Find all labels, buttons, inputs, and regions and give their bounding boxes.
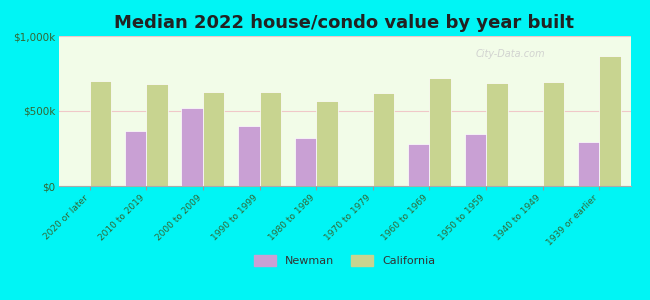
Bar: [408, 144, 430, 186]
Bar: [486, 82, 508, 186]
Title: Median 2022 house/condo value by year built: Median 2022 house/condo value by year bu…: [114, 14, 575, 32]
Bar: [259, 92, 281, 186]
Bar: [578, 142, 599, 186]
Bar: [316, 100, 338, 186]
Bar: [238, 126, 259, 186]
Bar: [543, 82, 564, 186]
Bar: [125, 130, 146, 186]
Bar: [373, 93, 395, 186]
Bar: [465, 134, 486, 186]
Bar: [294, 138, 316, 186]
Bar: [430, 78, 451, 186]
Bar: [203, 92, 224, 186]
Bar: [181, 108, 203, 186]
Text: City-Data.com: City-Data.com: [476, 49, 546, 59]
Bar: [146, 84, 168, 186]
Legend: Newman, California: Newman, California: [250, 250, 439, 270]
Bar: [90, 81, 111, 186]
Bar: [599, 56, 621, 186]
